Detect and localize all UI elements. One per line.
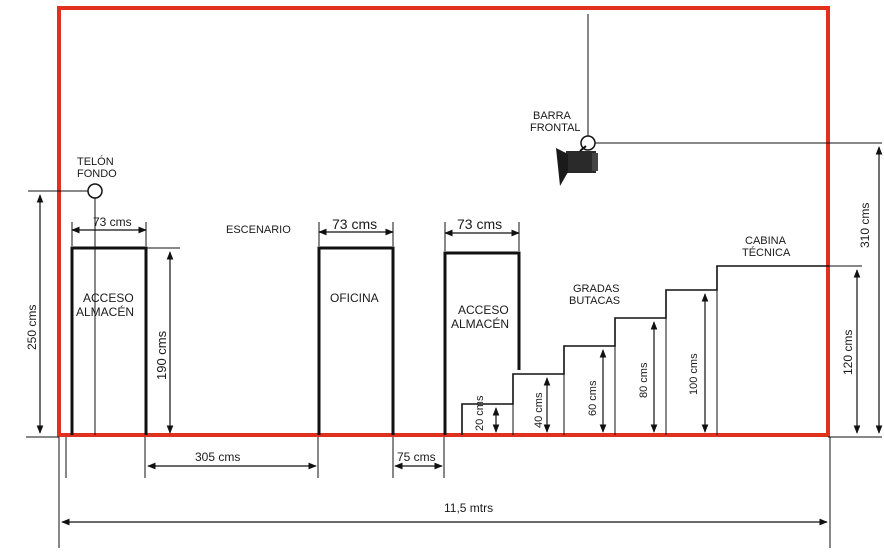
cabina-label-2: TÉCNICA bbox=[742, 246, 791, 259]
door-office-label: OFICINA bbox=[330, 291, 379, 305]
spotlight-icon bbox=[556, 145, 598, 186]
dim-190-label: 190 cms bbox=[154, 330, 169, 380]
door-left-label-2: ALMACÉN bbox=[76, 304, 134, 319]
dim-310-label: 310 cms bbox=[858, 203, 872, 248]
gradas-label-1: GRADAS bbox=[573, 283, 619, 295]
dim-step-100-label: 100 cms bbox=[688, 353, 700, 395]
dim-total-label: 11,5 mtrs bbox=[444, 501, 493, 515]
door-right-label-1: ACCESO bbox=[458, 303, 509, 317]
gradas-label-2: BUTACAS bbox=[569, 295, 620, 307]
dim-120-label: 120 cms bbox=[841, 330, 855, 375]
cabina-label-1: CABINA bbox=[745, 235, 787, 247]
dim-75-label: 75 cms bbox=[397, 450, 436, 464]
telon-fondo-label-2: FONDO bbox=[77, 168, 117, 180]
door-office bbox=[317, 246, 395, 435]
gradas-steps bbox=[461, 265, 829, 435]
dim-step-20-label: 20 cms bbox=[474, 395, 486, 431]
dim-step-80-label: 80 cms bbox=[638, 362, 650, 398]
dim-305-label: 305 cms bbox=[195, 450, 240, 464]
dim-step-40-label: 40 cms bbox=[533, 392, 545, 428]
telon-fondo-marker bbox=[87, 183, 103, 199]
telon-fondo-label-1: TELÓN bbox=[77, 155, 114, 168]
door-left-label-1: ACCESO bbox=[83, 291, 134, 305]
door-left bbox=[70, 246, 148, 435]
barra-frontal-label-2: FRONTAL bbox=[530, 122, 581, 134]
dim-step-60-label: 60 cms bbox=[587, 380, 599, 416]
barra-frontal-label-1: BARRA bbox=[533, 110, 572, 122]
dim-door-office-width-label: 73 cms bbox=[332, 216, 377, 232]
dim-door-right-width-label: 73 cms bbox=[457, 216, 502, 232]
door-right-label-2: ALMACÉN bbox=[451, 316, 509, 331]
escenario-label: ESCENARIO bbox=[226, 224, 291, 236]
dim-door-left-width-label: 73 cms bbox=[93, 215, 132, 229]
dim-250-label: 250 cms bbox=[25, 305, 39, 350]
door-right bbox=[443, 251, 521, 435]
